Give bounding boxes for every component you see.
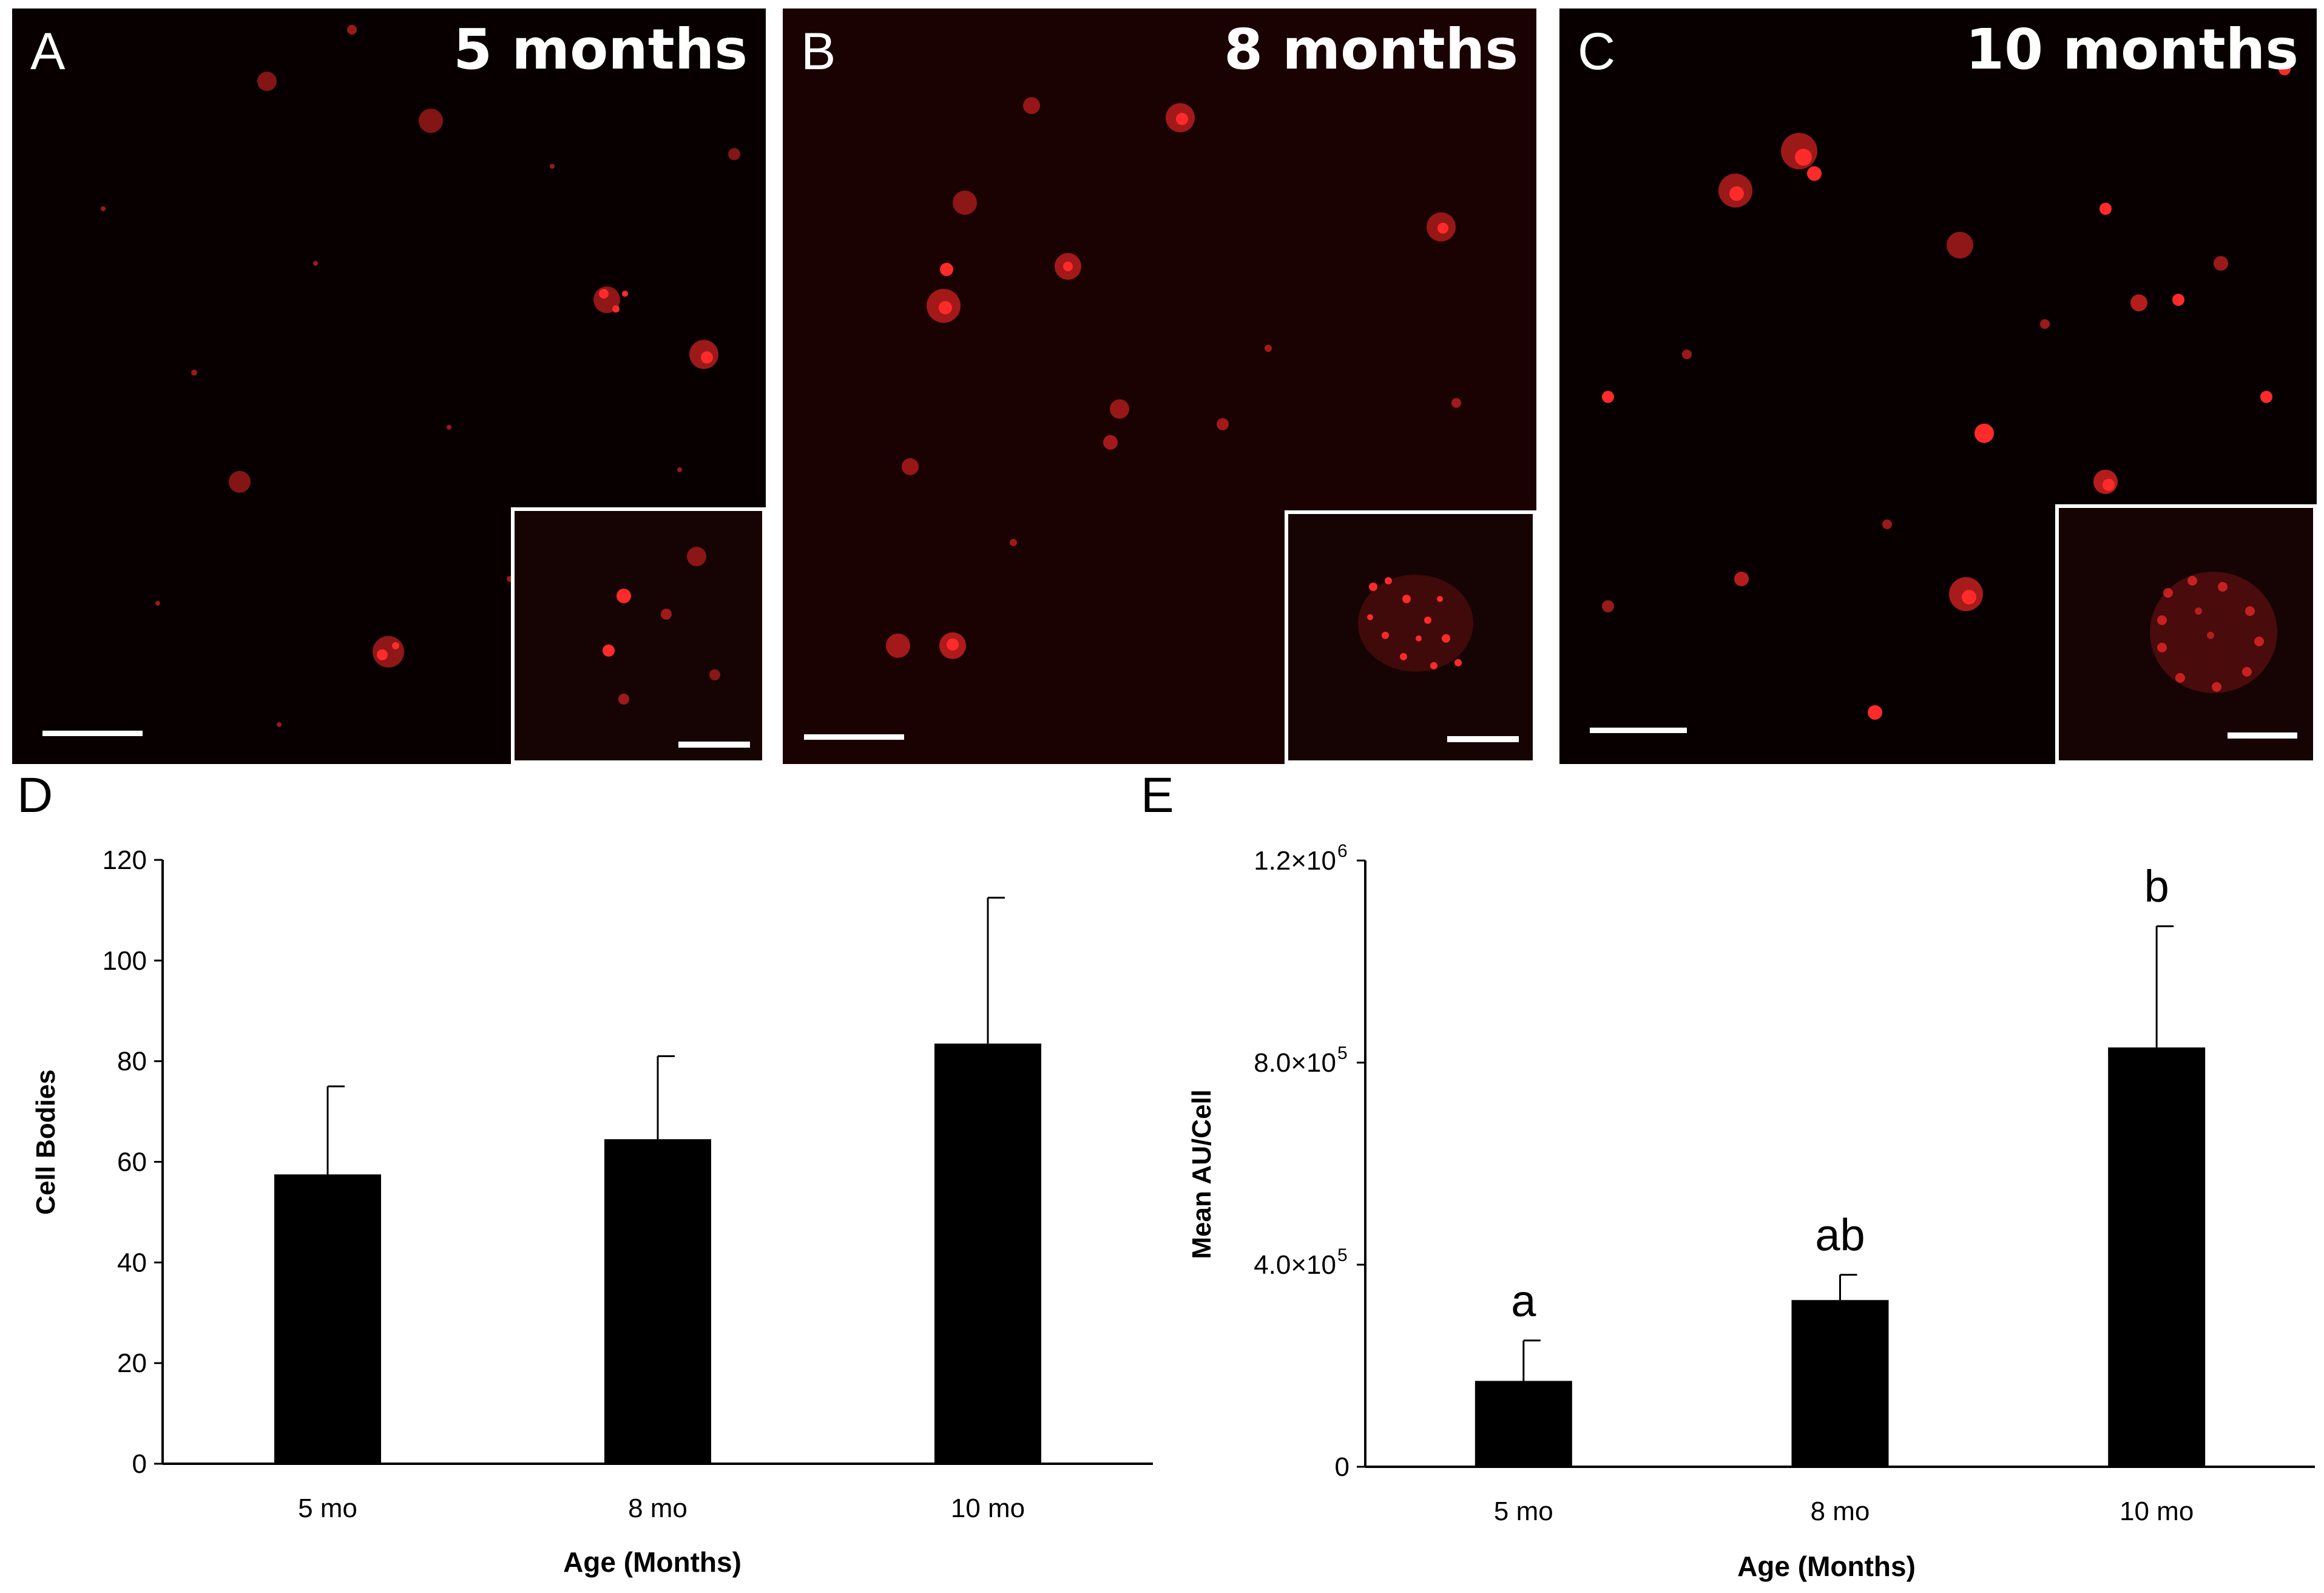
bar	[274, 1174, 381, 1464]
panel-letter-e: E	[1141, 768, 1174, 823]
x-tick-label: 5 mo	[1494, 1497, 1553, 1526]
x-axis-title: Age (Months)	[563, 1546, 741, 1578]
micrograph-panel-c: C 10 months	[1559, 8, 2317, 764]
y-tick-label: 4.0×10	[1254, 1250, 1336, 1280]
x-tick-label: 5 mo	[298, 1493, 357, 1523]
bar	[1791, 1300, 1889, 1467]
y-axis-title: Mean AU/Cell	[1187, 1089, 1217, 1259]
y-tick-label: 0	[132, 1449, 147, 1479]
x-axis-title: Age (Months)	[1737, 1551, 1916, 1582]
y-tick-label: 100	[103, 946, 147, 976]
bar	[934, 1043, 1041, 1464]
panel-letter-b: B	[801, 22, 836, 81]
y-tick-label: 8.0×10	[1254, 1048, 1336, 1078]
x-tick-label: 8 mo	[1811, 1497, 1870, 1526]
inset-b-dots	[1358, 575, 1473, 672]
micrograph-panel-b: B 8 months	[783, 8, 1536, 764]
panel-age-c: 10 months	[1965, 17, 2299, 82]
significance-label: b	[2144, 861, 2169, 911]
x-tick-label: 10 mo	[951, 1493, 1025, 1523]
y-tick-exponent: 5	[1337, 1043, 1348, 1063]
micrograph-panel-a: A 5 months	[12, 8, 766, 764]
bar	[604, 1139, 711, 1464]
micrograph-b-dots	[886, 97, 1461, 659]
inset-c	[2055, 504, 2317, 764]
scale-bar-b	[804, 734, 904, 740]
bar	[1474, 1381, 1572, 1467]
inset-scale-bar-a	[678, 742, 750, 748]
inset-a	[511, 507, 766, 764]
panel-letter-a: A	[30, 22, 66, 81]
y-tick-label: 80	[117, 1047, 147, 1077]
significance-label: a	[1511, 1276, 1536, 1326]
y-axis-title: Cell Bodies	[31, 1069, 61, 1215]
micrograph-a-dots	[101, 25, 740, 727]
y-tick-exponent: 5	[1337, 1245, 1348, 1265]
bar-chart-d: Cell Bodies Age (Months) 0 20 40 60 80 100 120…	[31, 845, 1153, 1578]
panel-letter-d: D	[17, 768, 53, 823]
y-tick-exponent: 6	[1337, 841, 1348, 861]
micrograph-c-dots	[1602, 63, 2291, 720]
inset-a-dots	[603, 547, 720, 705]
panel-letter-c: C	[1578, 22, 1616, 81]
y-tick-label: 60	[117, 1148, 147, 1177]
scale-bar-c	[1590, 728, 1687, 733]
bar-chart-e: Mean AU/Cell Age (Months) 04.0×10 58.0×10…	[1187, 841, 2315, 1582]
y-tick-label: 1.2×10	[1254, 846, 1336, 876]
inset-scale-bar-c	[2228, 732, 2297, 739]
x-tick-label: 10 mo	[2120, 1497, 2194, 1526]
significance-label: ab	[1815, 1210, 1865, 1260]
inset-b	[1285, 510, 1536, 764]
panel-age-a: 5 months	[453, 17, 748, 82]
bar	[2108, 1047, 2206, 1467]
scale-bar-a	[42, 731, 143, 736]
y-tick-label: 0	[1335, 1452, 1349, 1482]
y-tick-label: 120	[103, 845, 147, 875]
panel-age-b: 8 months	[1224, 17, 1518, 82]
inset-scale-bar-b	[1447, 736, 1519, 742]
y-tick-label: 40	[117, 1248, 147, 1277]
inset-c-dots	[2150, 572, 2277, 693]
y-tick-label: 20	[117, 1348, 147, 1378]
x-tick-label: 8 mo	[628, 1493, 687, 1523]
